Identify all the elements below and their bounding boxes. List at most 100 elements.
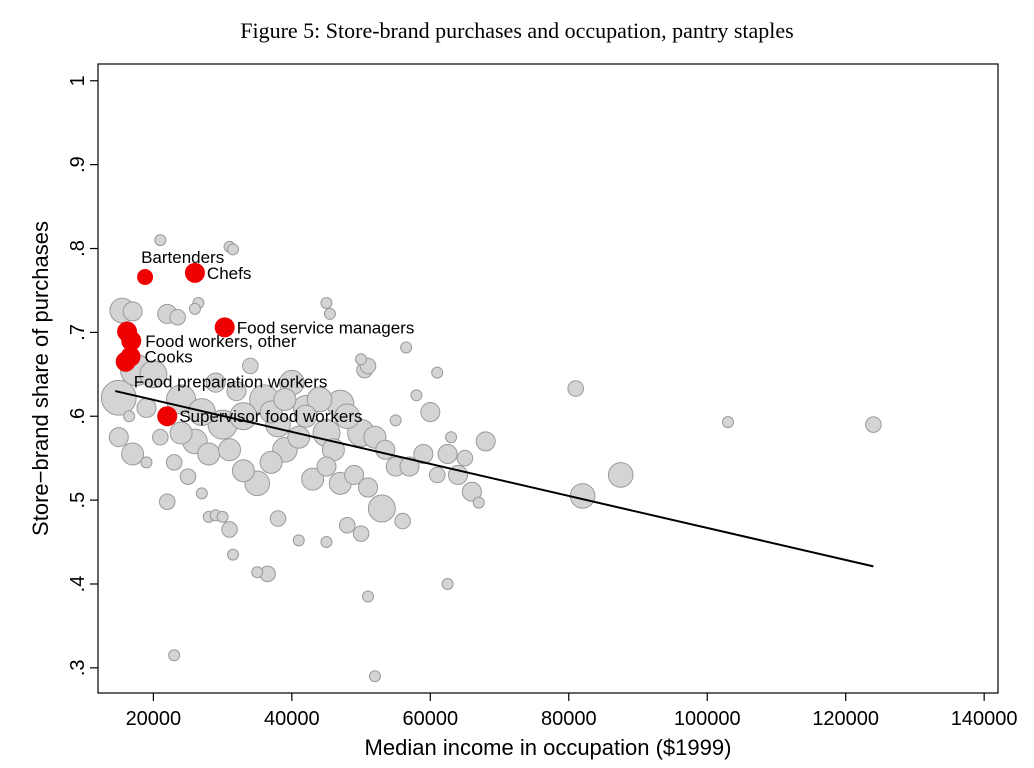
point-label: Supervisor food workers <box>179 407 362 426</box>
highlighted-point <box>117 321 138 342</box>
background-point <box>158 493 176 511</box>
background-point <box>420 402 441 423</box>
background-point <box>367 494 396 523</box>
background-point <box>431 366 444 379</box>
background-point <box>301 467 325 491</box>
x-tick-label: 20000 <box>126 708 182 730</box>
background-point <box>865 416 882 433</box>
background-point <box>251 566 264 579</box>
figure-title: Figure 5: Store-brand purchases and occu… <box>240 18 794 43</box>
axes: 20000 40000 60000 80000 100000 120000 140000 .3… <box>67 75 1018 730</box>
background-point <box>344 464 365 485</box>
y-axis-label: Store−brand share of purchases <box>28 221 53 536</box>
point-label: Food service managers <box>237 318 415 337</box>
background-point <box>123 410 136 423</box>
y-tick-label: .4 <box>67 576 89 593</box>
background-point <box>394 512 411 530</box>
background-point <box>231 459 255 483</box>
background-point <box>122 301 143 322</box>
background-point <box>399 456 420 477</box>
background-point <box>323 307 336 320</box>
background-point <box>316 456 337 477</box>
highlighted-point <box>214 317 235 338</box>
point-label: Cooks <box>145 348 193 367</box>
background-point <box>569 483 596 509</box>
background-point <box>165 454 183 471</box>
background-point <box>287 425 311 449</box>
x-axis-label: Median income in occupation ($1999) <box>365 735 732 760</box>
background-point <box>607 462 634 488</box>
background-point <box>428 466 446 484</box>
plot-frame <box>97 63 999 694</box>
highlighted-point <box>184 262 205 283</box>
background-point <box>475 431 496 452</box>
background-point <box>294 404 318 428</box>
fit-line-layer <box>115 390 874 568</box>
background-point <box>140 456 153 469</box>
background-point <box>197 442 221 466</box>
background-point <box>320 536 333 549</box>
background-point <box>352 525 370 542</box>
background-point <box>389 414 402 427</box>
background-point <box>292 534 305 547</box>
background-point <box>357 477 379 498</box>
background-points-layer <box>100 234 882 683</box>
background-point <box>461 481 482 502</box>
y-tick-label: .9 <box>67 156 89 173</box>
point-label: Chefs <box>207 264 251 283</box>
background-point <box>216 510 229 523</box>
background-point <box>242 357 259 375</box>
background-point <box>368 670 381 683</box>
background-point <box>456 449 474 467</box>
background-point <box>179 468 197 485</box>
background-point <box>221 521 238 538</box>
background-point <box>320 297 333 310</box>
background-point <box>168 649 181 662</box>
background-point <box>413 443 434 465</box>
x-tick-label: 80000 <box>541 708 597 730</box>
background-point <box>441 577 454 590</box>
y-tick-label: .7 <box>67 324 89 341</box>
background-point <box>362 590 374 603</box>
background-point <box>306 386 333 413</box>
y-tick-label: .8 <box>67 240 89 257</box>
background-point <box>445 431 458 444</box>
background-point <box>121 442 145 466</box>
highlighted-point <box>115 351 136 372</box>
y-tick-label: .6 <box>67 408 89 425</box>
background-point <box>136 397 157 418</box>
background-point <box>169 421 193 445</box>
background-point <box>227 548 239 561</box>
background-point <box>334 403 361 430</box>
point-label: Food workers, other <box>145 332 297 351</box>
background-point <box>108 427 129 448</box>
background-point <box>472 496 485 509</box>
background-point <box>226 381 247 402</box>
background-point <box>188 302 201 315</box>
background-point <box>139 360 168 389</box>
background-point <box>154 234 167 247</box>
background-point <box>195 487 208 500</box>
fit-line <box>115 390 874 568</box>
background-point <box>152 428 169 446</box>
background-point <box>100 379 137 416</box>
background-point <box>400 341 413 354</box>
x-tick-label: 60000 <box>402 708 458 730</box>
background-point <box>338 516 356 534</box>
background-point <box>218 438 242 462</box>
background-point <box>269 510 287 527</box>
background-point <box>355 353 368 366</box>
y-tick-label: .5 <box>67 492 89 509</box>
x-tick-label: 100000 <box>674 708 741 730</box>
background-point <box>205 372 226 393</box>
background-point <box>567 380 584 397</box>
background-point <box>166 384 197 415</box>
background-point <box>259 450 283 474</box>
background-point <box>722 416 734 429</box>
background-point <box>375 439 396 460</box>
y-tick-label: .3 <box>67 659 89 676</box>
background-point <box>227 243 239 256</box>
highlighted-point <box>157 406 178 427</box>
